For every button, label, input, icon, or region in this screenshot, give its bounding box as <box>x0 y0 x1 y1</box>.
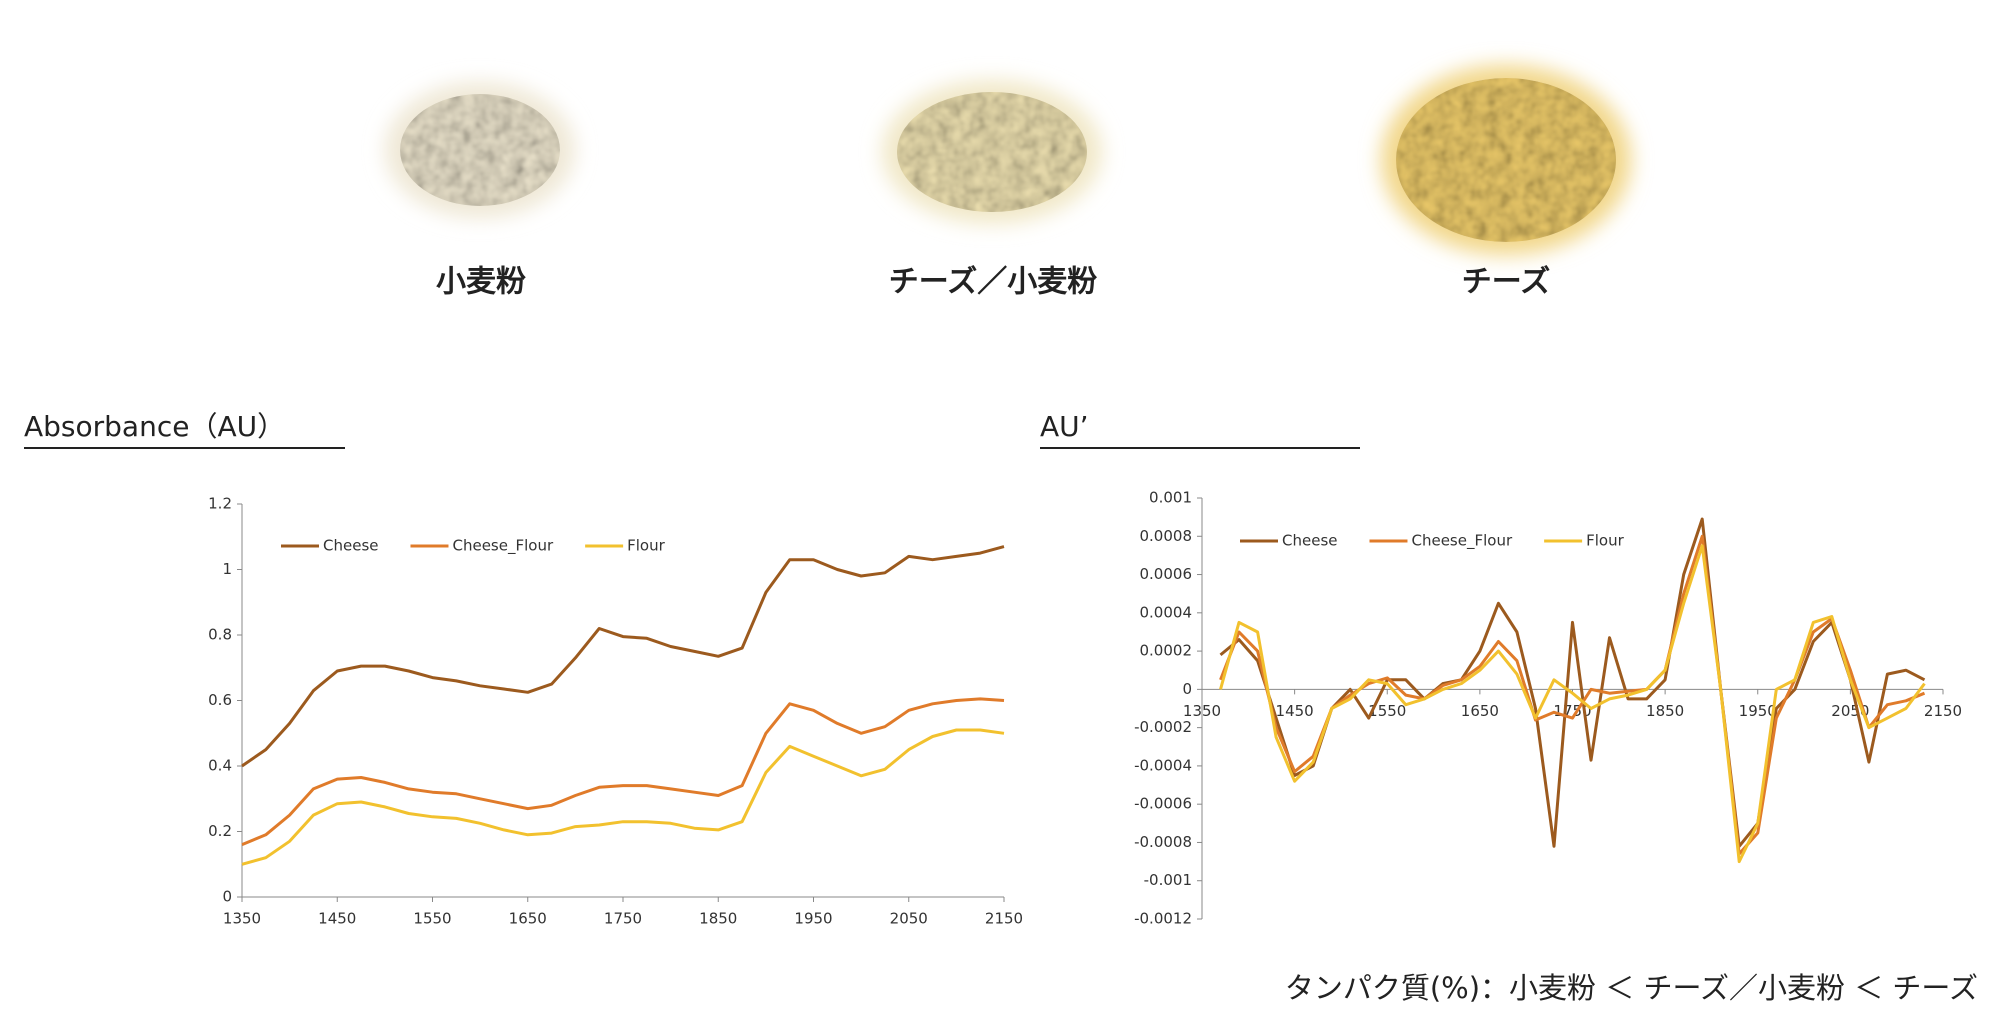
x-tick-label: 1550 <box>413 910 451 928</box>
x-tick-label: 1350 <box>223 910 261 928</box>
legend-label: Flour <box>627 537 665 555</box>
y-tick-label: 0.4 <box>208 757 232 775</box>
x-tick-label: 1450 <box>318 910 356 928</box>
y-tick-label: -0.0004 <box>1134 756 1192 774</box>
x-tick-label: 2050 <box>890 910 928 928</box>
x-tick-label: 1650 <box>509 910 547 928</box>
legend-label: Cheese <box>323 537 378 555</box>
y-tick-label: 0.0002 <box>1140 642 1193 660</box>
y-tick-label: -0.0008 <box>1134 833 1192 851</box>
y-tick-label: 0.0008 <box>1140 527 1193 545</box>
series-line <box>241 728 1005 866</box>
x-tick-label: 1850 <box>699 910 737 928</box>
mix-texture <box>897 92 1087 212</box>
x-tick-label: 1750 <box>604 910 642 928</box>
x-tick-label: 2150 <box>985 910 1023 928</box>
y-tick-label: -0.0012 <box>1134 910 1192 928</box>
series-line <box>241 545 1005 768</box>
legend-label: Cheese_Flour <box>452 537 553 556</box>
y-tick-label: 0 <box>1182 680 1192 698</box>
y-tick-label: 0.0004 <box>1140 603 1193 621</box>
caption: タンパク質(%)：小麦粉 ＜ チーズ／小麦粉 ＜ チーズ <box>1285 971 1978 1005</box>
y-tick-label: 0.6 <box>208 691 232 709</box>
x-tick-label: 1950 <box>1739 702 1777 720</box>
sample-label: チーズ／小麦粉 <box>889 265 1098 300</box>
legend-label: Cheese_Flour <box>1411 532 1512 551</box>
y-tick-label: 1.2 <box>208 495 232 513</box>
series-line <box>241 697 1005 846</box>
x-tick-label: 1650 <box>1461 702 1499 720</box>
y-tick-label: 0.8 <box>208 626 232 644</box>
x-tick-label: 1550 <box>1368 702 1406 720</box>
y-tick-label: 1 <box>222 560 232 578</box>
y-tick-label: -0.0006 <box>1134 795 1192 813</box>
sample-label: 小麦粉 <box>436 265 526 300</box>
chart-title: AU’ <box>1040 410 1089 443</box>
y-tick-label: 0 <box>222 888 232 906</box>
powder-images <box>385 65 1631 255</box>
legend-label: Cheese <box>1282 532 1337 550</box>
series-line <box>1219 544 1926 864</box>
x-tick-label: 1450 <box>1276 702 1314 720</box>
x-tick-label: 1950 <box>794 910 832 928</box>
x-tick-label: 1350 <box>1183 702 1221 720</box>
flour-texture <box>400 94 560 206</box>
chart-title: Absorbance（AU） <box>24 410 285 443</box>
cheese-texture <box>1396 78 1616 242</box>
y-tick-label: 0.2 <box>208 822 232 840</box>
y-tick-label: 0.001 <box>1149 489 1192 507</box>
legend-label: Flour <box>1586 532 1624 550</box>
sample-label: チーズ <box>1462 265 1551 300</box>
y-tick-label: 0.0006 <box>1140 565 1193 583</box>
y-tick-label: -0.0002 <box>1134 718 1192 736</box>
x-tick-label: 2150 <box>1924 702 1962 720</box>
series-line <box>1219 517 1926 848</box>
x-tick-label: 1850 <box>1646 702 1684 720</box>
y-tick-label: -0.001 <box>1144 871 1192 889</box>
